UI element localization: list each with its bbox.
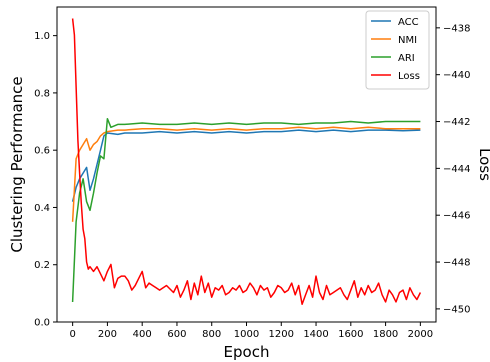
- legend-items: ACC NMI ARI Loss: [371, 17, 420, 82]
- x-axis-label: Epoch: [224, 343, 270, 361]
- x-tick-label: 1400: [303, 329, 328, 340]
- series-line-loss: [71, 18, 422, 305]
- plot-data-layer: [71, 18, 422, 305]
- right-y-tick-label: −448: [443, 258, 470, 269]
- x-tick-label: 0: [69, 329, 75, 340]
- right-y-tick-label: −438: [443, 23, 470, 34]
- left-y-tick-label: 0.6: [34, 146, 50, 157]
- right-y-axis-label: Loss: [476, 148, 490, 181]
- series-line-ari: [71, 117, 421, 303]
- left-y-tick-label: 0.8: [34, 88, 50, 99]
- x-tick-label: 1600: [338, 329, 363, 340]
- left-y-tick-label: 0.0: [34, 318, 50, 329]
- right-y-tick-label: −446: [443, 211, 470, 222]
- x-tick-label: 200: [98, 329, 117, 340]
- series-line-nmi: [71, 126, 421, 222]
- right-y-tick-label: −444: [443, 164, 470, 175]
- legend: ACC NMI ARI Loss: [365, 10, 430, 90]
- right-y-tick-label: −450: [443, 304, 470, 315]
- left-y-tick-label: 0.4: [34, 203, 50, 214]
- axes-layer: 0 200 400 600 800 1000 1200 1400 1600 1800 2000 0.0…: [34, 23, 470, 340]
- x-tick-label: 400: [133, 329, 152, 340]
- x-tick-label: 600: [167, 329, 186, 340]
- right-y-tick-label: −442: [443, 117, 470, 128]
- x-tick-label: 1000: [234, 329, 259, 340]
- legend-label-loss: Loss: [398, 71, 420, 82]
- series-line-acc: [71, 129, 421, 202]
- left-y-tick-label: 0.2: [34, 260, 50, 271]
- left-y-tick-label: 1.0: [34, 31, 50, 42]
- x-tick-label: 2000: [408, 329, 433, 340]
- legend-label-nmi: NMI: [398, 35, 417, 46]
- legend-label-ari: ARI: [398, 53, 415, 64]
- right-y-tick-label: −440: [443, 70, 470, 81]
- legend-label-acc: ACC: [398, 17, 419, 28]
- x-tick-label: 1200: [269, 329, 294, 340]
- x-tick-label: 1800: [373, 329, 398, 340]
- x-tick-label: 800: [202, 329, 221, 340]
- legend-box: [365, 10, 430, 90]
- left-y-axis-label: Clustering Performance: [8, 76, 26, 252]
